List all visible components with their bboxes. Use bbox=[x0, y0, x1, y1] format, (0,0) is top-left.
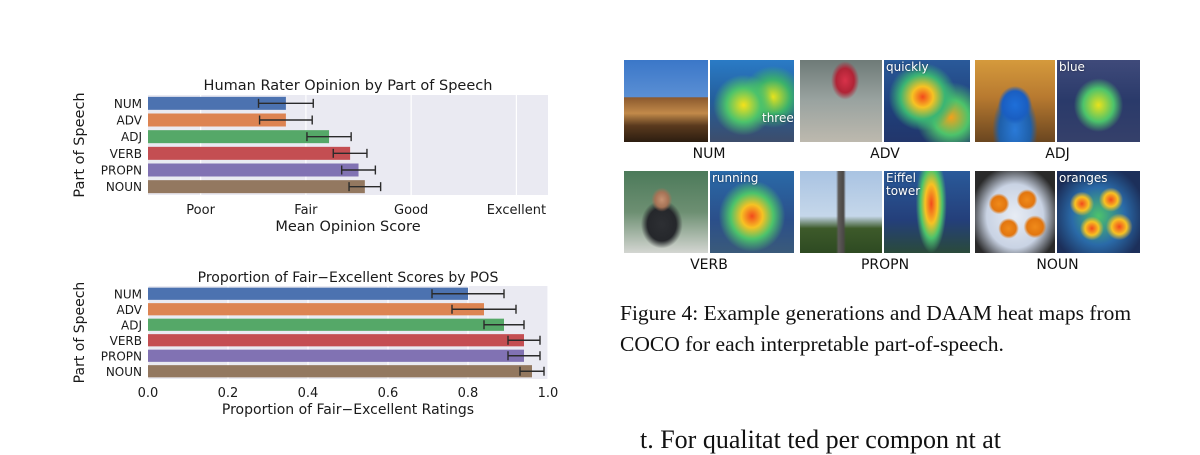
daam-word-label: three bbox=[762, 111, 794, 125]
plot-background bbox=[148, 95, 548, 195]
figure-panel-verb: running VERB bbox=[624, 171, 794, 281]
bar-num bbox=[148, 96, 286, 110]
heatmap-man-running: running bbox=[710, 171, 794, 253]
x-tick-label: 0.0 bbox=[138, 386, 159, 401]
chart-title: Proportion of Fair−Excellent Scores by P… bbox=[198, 270, 499, 286]
panel-label: PROPN bbox=[860, 257, 910, 273]
bar-adv bbox=[148, 303, 484, 316]
panel-label: VERB bbox=[690, 257, 728, 273]
y-tick-label: VERB bbox=[110, 147, 142, 161]
x-tick-label: Fair bbox=[294, 203, 318, 218]
y-tick-label: PROPN bbox=[101, 349, 142, 363]
y-tick-label: ADV bbox=[117, 303, 143, 317]
generated-image-oranges bbox=[975, 171, 1055, 253]
figure-panel-adv: quickly ADV bbox=[800, 60, 970, 170]
x-tick-label: 0.6 bbox=[378, 386, 399, 401]
x-tick-label: 0.8 bbox=[458, 386, 479, 401]
y-axis-label: Part of Speech bbox=[72, 282, 88, 384]
generated-image-man-running bbox=[624, 171, 708, 253]
figure-panel-adj: blue ADJ bbox=[975, 60, 1140, 170]
x-axis-label: Mean Opinion Score bbox=[275, 219, 420, 235]
charts-canvas: Poor Fair Good ExcellentNUMADVADJVERBPROPNN… bbox=[72, 78, 559, 418]
y-tick-label: PROPN bbox=[101, 164, 142, 178]
bar-noun bbox=[148, 180, 365, 194]
y-tick-label: NOUN bbox=[106, 365, 142, 379]
x-tick-label: Poor bbox=[186, 203, 215, 218]
panel-label: NUM bbox=[692, 146, 726, 162]
y-tick-label: NUM bbox=[114, 97, 142, 111]
figure-panel-propn: Eiffel tower PROPN bbox=[800, 171, 970, 281]
y-tick-label: ADJ bbox=[121, 318, 142, 332]
figure-panel-noun: oranges NOUN bbox=[975, 171, 1140, 281]
generated-image-teapot bbox=[975, 60, 1055, 142]
bar-num bbox=[148, 287, 468, 300]
heatmap-runner: quickly bbox=[884, 60, 970, 142]
figure-caption: Figure 4: Example generations and DAAM h… bbox=[620, 301, 1132, 356]
x-tick-label: 0.4 bbox=[298, 386, 319, 401]
y-axis-label: Part of Speech bbox=[72, 92, 88, 197]
y-tick-label: ADV bbox=[117, 114, 143, 128]
bar-verb bbox=[148, 146, 351, 160]
plot-background bbox=[148, 286, 548, 379]
y-tick-label: ADJ bbox=[121, 130, 142, 144]
body-text-fragment: t. For qualitat ted per compon nt at bbox=[640, 425, 1002, 454]
daam-word-label: Eiffel tower bbox=[886, 171, 921, 198]
daam-word-label: quickly bbox=[886, 60, 929, 74]
x-axis-label: Proportion of Fair−Excellent Ratings bbox=[222, 402, 474, 418]
x-tick-label: 0.2 bbox=[218, 386, 239, 401]
bar-adv bbox=[148, 113, 286, 127]
heatmap-oranges: oranges bbox=[1057, 171, 1140, 253]
chart-title: Human Rater Opinion by Part of Speech bbox=[204, 78, 493, 94]
daam-word-label: blue bbox=[1059, 60, 1085, 74]
panel-label: ADJ bbox=[1045, 146, 1070, 162]
x-tick-label: Excellent bbox=[487, 203, 546, 218]
bar-verb bbox=[148, 334, 524, 347]
figure-panel-num: three NUM bbox=[624, 60, 794, 170]
heatmap-teapot: blue bbox=[1057, 60, 1140, 142]
panel-label: ADV bbox=[870, 146, 900, 162]
x-tick-label: Good bbox=[394, 203, 428, 218]
y-tick-label: NOUN bbox=[106, 180, 142, 194]
panel-label: NOUN bbox=[1036, 257, 1079, 273]
y-tick-label: NUM bbox=[114, 287, 142, 301]
generated-image-eiffel-tower bbox=[800, 171, 882, 253]
bar-adj bbox=[148, 318, 504, 331]
x-tick-label: 1.0 bbox=[538, 386, 559, 401]
heatmap-giraffes: three bbox=[710, 60, 794, 142]
bar-adj bbox=[148, 130, 330, 144]
daam-word-label: oranges bbox=[1059, 171, 1108, 185]
bar-propn bbox=[148, 163, 359, 177]
heatmap-eiffel-tower: Eiffel tower bbox=[884, 171, 970, 253]
bar-propn bbox=[148, 349, 524, 362]
generated-image-runner bbox=[800, 60, 882, 142]
bar-noun bbox=[148, 365, 532, 378]
generated-image-giraffes bbox=[624, 60, 708, 142]
daam-word-label: running bbox=[712, 171, 759, 185]
y-tick-label: VERB bbox=[110, 334, 142, 348]
